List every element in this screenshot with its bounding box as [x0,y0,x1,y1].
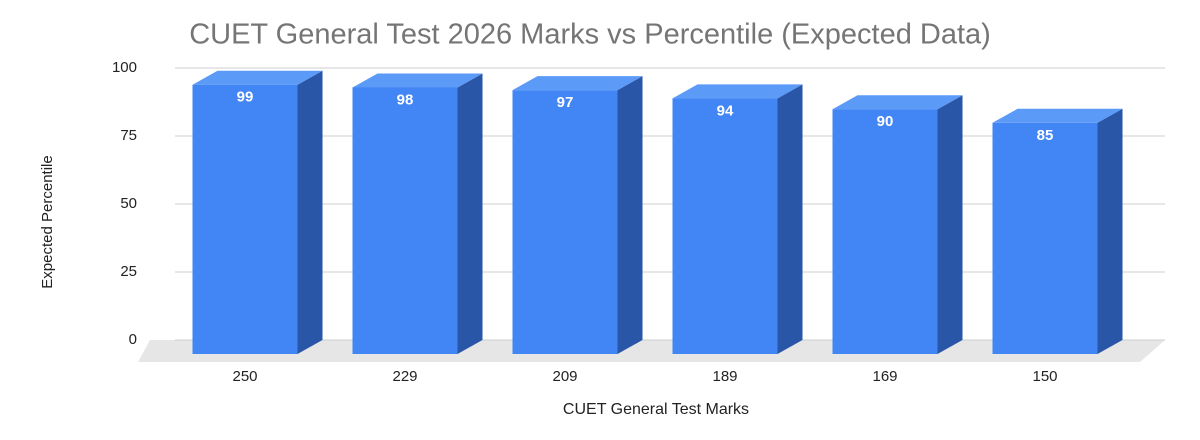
bar-front [352,87,458,354]
bar [992,108,1123,354]
bar-front [832,109,938,354]
bar [352,73,483,354]
bar-side [777,84,803,354]
bar [192,70,323,354]
chart-title: CUET General Test 2026 Marks vs Percenti… [189,19,991,51]
x-tick-label: 150 [1032,368,1057,385]
bar-side [1097,108,1123,354]
data-label: 90 [877,113,894,130]
bar-top [992,108,1123,123]
y-tick-label: 75 [120,127,137,144]
bar-front [192,84,298,354]
x-axis-title: CUET General Test Marks [563,401,749,418]
y-tick-label: 100 [112,59,137,76]
x-tick-label: 169 [872,368,897,385]
data-label: 97 [557,94,574,111]
data-label: 85 [1037,127,1054,144]
y-tick-label: 0 [129,331,137,348]
x-tick-label: 250 [232,368,257,385]
bar [512,76,643,354]
bar-front [992,122,1098,354]
bar-top [512,76,643,91]
bar-side [617,76,643,354]
bar [672,84,803,354]
bar-top [192,70,323,85]
x-tick-label: 229 [392,368,417,385]
data-label: 94 [717,102,734,119]
bar-front [672,98,778,354]
bar-side [457,73,483,354]
bar-top [832,95,963,110]
y-tick-label: 25 [120,263,137,280]
y-axis-title: Expected Percentile [39,155,56,288]
data-label: 98 [397,91,414,108]
bar [832,95,963,354]
x-tick-label: 189 [712,368,737,385]
y-tick-label: 50 [120,195,137,212]
bar-top [352,73,483,88]
bar-front [512,90,618,354]
bar-side [937,95,963,354]
bar-side [297,70,323,354]
x-tick-label: 209 [552,368,577,385]
bar-top [672,84,803,99]
data-label: 99 [237,89,254,106]
